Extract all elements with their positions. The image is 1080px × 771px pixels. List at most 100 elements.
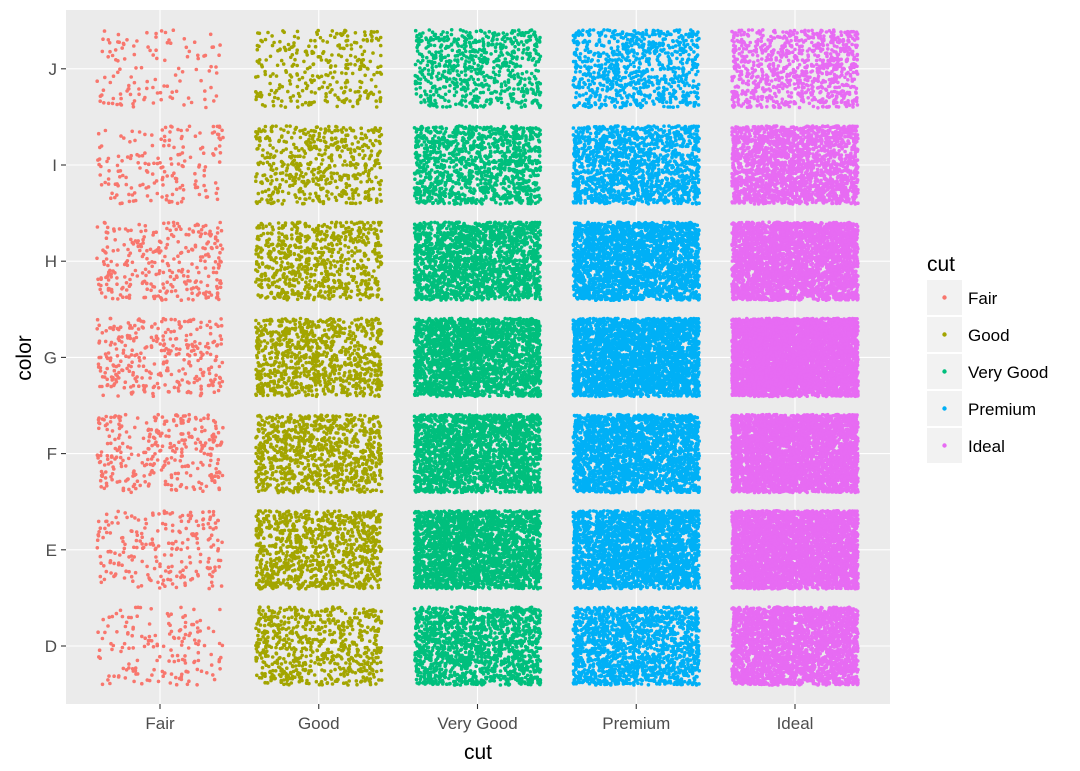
data-point — [378, 473, 382, 478]
data-point — [153, 418, 158, 423]
data-point — [272, 562, 276, 567]
data-point — [145, 564, 149, 569]
data-point — [335, 677, 340, 682]
data-point — [276, 536, 281, 541]
data-point — [167, 434, 171, 439]
data-point — [287, 462, 292, 467]
data-point — [202, 416, 206, 421]
data-point — [198, 325, 203, 330]
data-point — [186, 513, 191, 518]
data-point — [310, 624, 315, 629]
data-point — [272, 386, 276, 390]
data-point — [374, 682, 378, 686]
data-point — [343, 326, 347, 331]
data-point — [378, 447, 383, 452]
data-point — [169, 162, 174, 166]
data-point — [127, 662, 131, 666]
data-point — [97, 339, 102, 344]
data-point — [311, 322, 315, 327]
data-point — [186, 537, 190, 542]
data-point — [286, 388, 291, 392]
data-point — [99, 485, 103, 489]
data-point — [341, 427, 345, 431]
data-point — [209, 365, 214, 370]
data-point — [364, 540, 369, 545]
data-point — [182, 103, 186, 107]
data-point — [257, 610, 262, 615]
data-point — [347, 325, 352, 329]
data-point — [109, 460, 113, 465]
data-point — [258, 605, 262, 609]
data-point — [117, 370, 121, 375]
data-point — [379, 620, 383, 625]
data-point — [359, 629, 364, 634]
data-point — [280, 627, 284, 631]
data-point — [159, 240, 163, 245]
data-point — [336, 448, 341, 452]
data-point — [169, 648, 173, 652]
data-point — [308, 527, 313, 531]
data-point — [337, 578, 341, 582]
data-point — [179, 643, 184, 647]
data-point — [199, 228, 204, 232]
data-point — [292, 435, 297, 439]
data-point — [282, 578, 286, 582]
data-point — [371, 672, 376, 676]
data-point — [365, 458, 370, 463]
data-point — [196, 630, 200, 634]
data-point — [108, 49, 112, 54]
data-point — [378, 561, 383, 565]
data-point — [194, 569, 199, 574]
data-point — [351, 468, 356, 472]
data-point — [131, 242, 136, 246]
data-point — [281, 430, 286, 434]
data-point — [328, 521, 332, 525]
data-point — [181, 273, 186, 278]
data-point — [361, 470, 365, 475]
data-point — [180, 513, 185, 518]
data-point — [274, 469, 278, 474]
data-point — [213, 521, 218, 525]
data-point — [185, 287, 189, 292]
data-point — [316, 518, 320, 522]
data-point — [199, 669, 204, 673]
data-point — [358, 413, 363, 418]
data-point — [255, 553, 260, 558]
data-point — [260, 488, 265, 492]
data-point — [213, 377, 217, 382]
data-point — [108, 681, 112, 686]
data-point — [261, 367, 266, 372]
data-point — [167, 352, 172, 356]
data-point — [135, 274, 140, 278]
data-point — [255, 330, 259, 334]
data-point — [110, 378, 114, 382]
data-point — [297, 567, 301, 571]
data-point — [267, 664, 271, 669]
data-point — [291, 523, 295, 528]
data-point — [202, 54, 206, 58]
data-point — [362, 354, 367, 359]
data-point — [368, 549, 373, 554]
data-point — [160, 669, 165, 674]
data-point — [186, 343, 191, 348]
data-point — [162, 286, 166, 290]
data-point — [215, 197, 220, 202]
data-point — [167, 614, 171, 618]
data-point — [107, 169, 111, 173]
data-point — [352, 344, 357, 348]
data-point — [142, 644, 147, 649]
data-point — [358, 535, 363, 539]
data-point — [373, 456, 378, 460]
data-point — [368, 431, 372, 436]
data-point — [196, 546, 201, 551]
data-point — [150, 172, 155, 176]
data-point — [149, 427, 154, 432]
data-point — [369, 667, 374, 671]
data-point — [129, 228, 133, 233]
data-point — [255, 581, 259, 586]
data-point — [284, 633, 289, 638]
data-point — [322, 328, 327, 333]
data-point — [195, 541, 200, 545]
data-point — [329, 326, 334, 330]
data-point — [210, 45, 214, 49]
